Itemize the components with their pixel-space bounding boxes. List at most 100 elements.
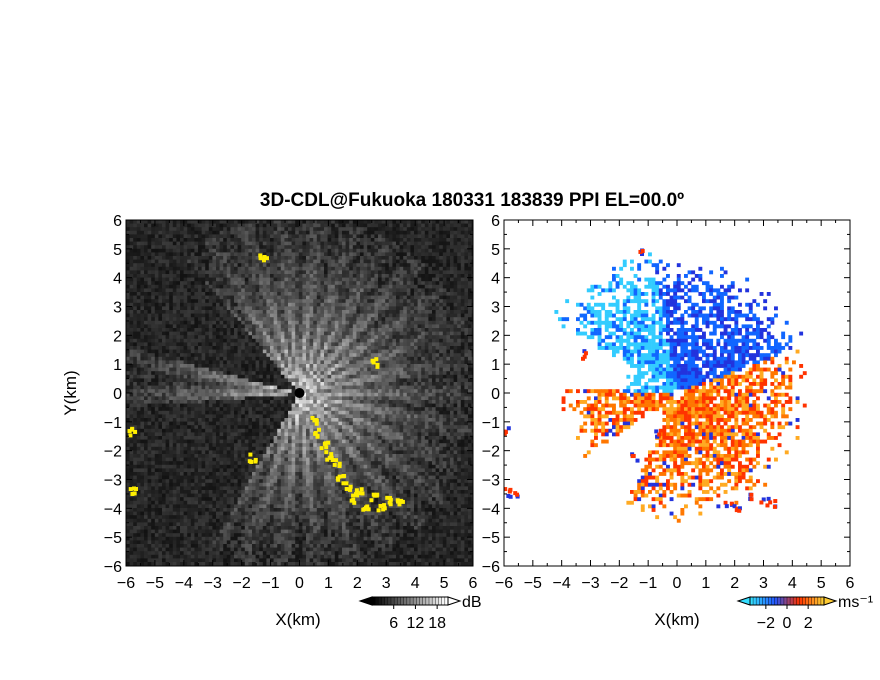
- reflectivity-cell: [450, 335, 454, 340]
- reflectivity-cell: [154, 389, 159, 394]
- reflectivity-cell: [320, 230, 325, 235]
- reflectivity-cell: [280, 256, 285, 260]
- reflectivity-cell: [248, 364, 253, 368]
- reflectivity-cell: [367, 263, 372, 268]
- reflectivity-cell: [306, 248, 310, 253]
- reflectivity-cell: [356, 338, 361, 343]
- reflectivity-cell: [126, 284, 130, 289]
- reflectivity-cell: [396, 320, 400, 325]
- reflectivity-cell: [374, 252, 379, 257]
- reflectivity-cell: [457, 295, 462, 300]
- reflectivity-cell: [140, 389, 145, 394]
- reflectivity-cell: [262, 313, 267, 318]
- reflectivity-cell: [367, 310, 372, 314]
- reflectivity-cell: [309, 310, 314, 314]
- reflectivity-cell: [226, 338, 231, 343]
- reflectivity-cell: [201, 342, 206, 347]
- reflectivity-cell: [464, 353, 469, 358]
- reflectivity-cell: [248, 288, 253, 293]
- reflectivity-cell: [370, 353, 375, 358]
- reflectivity-cell: [266, 220, 271, 224]
- reflectivity-cell: [136, 274, 141, 278]
- reflectivity-cell: [277, 299, 282, 304]
- reflectivity-cell: [241, 266, 246, 271]
- reflectivity-cell: [216, 396, 220, 401]
- reflectivity-cell: [169, 302, 174, 307]
- reflectivity-cell: [158, 220, 163, 224]
- reflectivity-cell: [370, 266, 375, 271]
- reflectivity-cell: [352, 220, 357, 224]
- reflectivity-cell: [273, 227, 278, 232]
- reflectivity-cell: [147, 288, 152, 293]
- reflectivity-cell: [248, 281, 253, 286]
- reflectivity-cell: [183, 342, 188, 347]
- reflectivity-cell: [169, 396, 174, 401]
- reflectivity-cell: [392, 256, 397, 260]
- reflectivity-cell: [230, 274, 235, 278]
- reflectivity-cell: [219, 385, 224, 390]
- reflectivity-cell: [309, 241, 314, 246]
- reflectivity-cell: [356, 266, 361, 271]
- reflectivity-cell: [360, 338, 364, 343]
- reflectivity-cell: [183, 346, 188, 350]
- reflectivity-cell: [133, 342, 138, 347]
- reflectivity-cell: [212, 299, 217, 304]
- reflectivity-cell: [428, 367, 433, 372]
- reflectivity-cell: [338, 382, 343, 386]
- reflectivity-cell: [345, 389, 350, 394]
- reflectivity-cell: [295, 266, 300, 271]
- reflectivity-cell: [424, 274, 429, 278]
- reflectivity-cell: [273, 295, 278, 300]
- reflectivity-cell: [151, 223, 156, 228]
- reflectivity-cell: [129, 266, 134, 271]
- reflectivity-cell: [453, 266, 458, 271]
- reflectivity-cell: [424, 392, 429, 397]
- reflectivity-cell: [248, 331, 253, 336]
- reflectivity-cell: [417, 234, 422, 239]
- reflectivity-cell: [460, 299, 465, 304]
- reflectivity-cell: [144, 270, 148, 275]
- reflectivity-cell: [252, 263, 256, 268]
- reflectivity-cell: [129, 389, 134, 394]
- reflectivity-cell: [187, 310, 192, 314]
- reflectivity-cell: [180, 353, 184, 358]
- reflectivity-cell: [421, 227, 426, 232]
- reflectivity-cell: [262, 367, 267, 372]
- reflectivity-cell: [126, 234, 130, 239]
- reflectivity-cell: [349, 281, 354, 286]
- reflectivity-cell: [374, 302, 379, 307]
- reflectivity-cell: [162, 342, 166, 347]
- reflectivity-cell: [198, 360, 202, 365]
- reflectivity-cell: [252, 353, 256, 358]
- reflectivity-cell: [468, 252, 472, 257]
- reflectivity-cell: [432, 331, 436, 336]
- reflectivity-cell: [273, 392, 278, 397]
- reflectivity-cell: [180, 328, 184, 332]
- reflectivity-cell: [309, 288, 314, 293]
- reflectivity-cell: [201, 385, 206, 390]
- reflectivity-cell: [410, 317, 415, 322]
- reflectivity-cell: [464, 313, 469, 318]
- reflectivity-cell: [298, 371, 303, 376]
- reflectivity-cell: [410, 320, 415, 325]
- reflectivity-cell: [457, 292, 462, 296]
- reflectivity-cell: [388, 342, 393, 347]
- reflectivity-cell: [248, 306, 253, 311]
- reflectivity-cell: [176, 230, 181, 235]
- reflectivity-cell: [381, 389, 386, 394]
- reflectivity-cell: [241, 292, 246, 296]
- reflectivity-cell: [302, 374, 307, 379]
- reflectivity-cell: [154, 317, 159, 322]
- reflectivity-cell: [223, 382, 228, 386]
- reflectivity-cell: [360, 259, 364, 264]
- reflectivity-cell: [133, 230, 138, 235]
- reflectivity-cell: [190, 313, 195, 318]
- reflectivity-cell: [216, 313, 220, 318]
- reflectivity-cell: [172, 389, 177, 394]
- reflectivity-cell: [338, 389, 343, 394]
- reflectivity-cell: [356, 378, 361, 383]
- reflectivity-cell: [183, 220, 188, 224]
- reflectivity-cell: [144, 284, 148, 289]
